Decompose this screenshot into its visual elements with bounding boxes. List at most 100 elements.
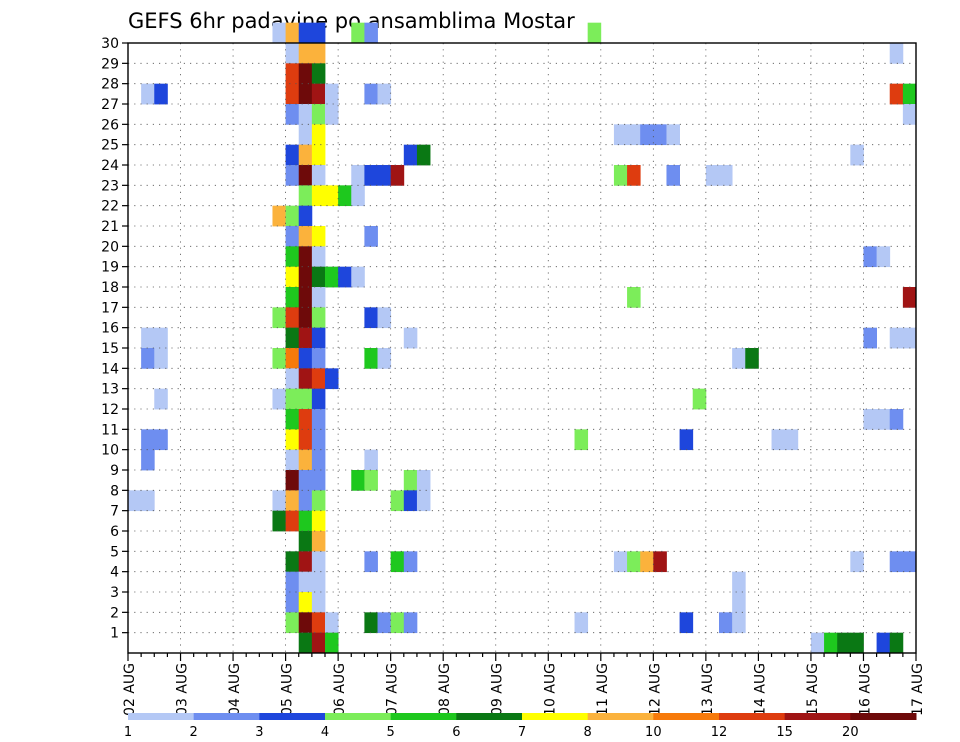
- heatmap-cell: [364, 83, 378, 105]
- colorbar-label: 5: [387, 725, 395, 740]
- heatmap-cell: [613, 165, 628, 186]
- heatmap-cell: [298, 429, 313, 451]
- colorbar-swatch: [587, 713, 654, 720]
- heatmap-cell: [403, 144, 418, 166]
- colorbar-swatch: [784, 713, 851, 720]
- y-tick-label: 26: [101, 117, 119, 133]
- heatmap-cell: [390, 490, 405, 512]
- heatmap-cell: [285, 510, 300, 532]
- heatmap-cell: [154, 327, 168, 349]
- heatmap-cell: [272, 307, 286, 329]
- heatmap-cell: [285, 104, 300, 125]
- heatmap-cell: [325, 632, 339, 654]
- heatmap-cell: [574, 429, 589, 451]
- heatmap-cell: [285, 165, 300, 186]
- heatmap-cell: [141, 327, 155, 349]
- heatmap-cell: [325, 612, 339, 634]
- heatmap-cell: [705, 165, 720, 186]
- y-tick-label: 23: [101, 178, 119, 194]
- heatmap-cell: [272, 490, 286, 512]
- y-tick-label: 17: [101, 300, 119, 316]
- y-tick-label: 20: [101, 239, 119, 255]
- heatmap-cell: [311, 612, 326, 634]
- heatmap-cell: [285, 83, 300, 105]
- heatmap-cell: [325, 266, 339, 288]
- heatmap-cell: [285, 409, 300, 430]
- heatmap-cell: [338, 266, 352, 288]
- heatmap-cell: [416, 144, 431, 166]
- heatmap-cell: [298, 22, 313, 44]
- heatmap-cell: [285, 266, 300, 288]
- y-tick-label: 3: [110, 585, 119, 601]
- heatmap-cell: [351, 165, 365, 186]
- x-tick-label: 02 AUG: [122, 663, 138, 716]
- heatmap-cell: [154, 348, 168, 369]
- y-tick-label: 9: [110, 463, 119, 479]
- y-tick-label: 5: [110, 544, 119, 560]
- heatmap-cell: [824, 632, 838, 654]
- heatmap-cell: [298, 490, 313, 512]
- heatmap-cell: [338, 185, 352, 207]
- heatmap-cell: [285, 388, 300, 410]
- heatmap-cell: [889, 43, 904, 64]
- heatmap-cell: [364, 470, 378, 491]
- heatmap-cell: [640, 551, 654, 573]
- heatmap-cell: [285, 551, 300, 573]
- heatmap-cell: [311, 388, 326, 410]
- heatmap-cell: [850, 551, 864, 573]
- heatmap-cell: [732, 571, 746, 593]
- colorbar-swatch: [653, 713, 720, 720]
- heatmap-cell: [325, 185, 339, 207]
- heatmap-cell: [311, 429, 326, 451]
- heatmap-cell: [377, 612, 392, 634]
- heatmap-cell: [719, 165, 733, 186]
- heatmap-cell: [876, 632, 891, 654]
- colorbar-swatch: [128, 713, 195, 720]
- heatmap-cell: [141, 490, 155, 512]
- heatmap-cell: [364, 307, 378, 329]
- colorbar-label: 7: [518, 725, 526, 740]
- heatmap-cell: [298, 43, 313, 64]
- heatmap-cell: [298, 592, 313, 613]
- heatmap-cell: [154, 83, 168, 105]
- x-tick-label: 08 AUG: [437, 663, 453, 716]
- heatmap-cell: [298, 307, 313, 329]
- y-tick-label: 28: [101, 77, 119, 93]
- heatmap-cell: [298, 83, 313, 105]
- colorbar-label: 1: [124, 725, 132, 740]
- grid-lines: [128, 43, 917, 653]
- heatmap-cell: [128, 490, 142, 512]
- heatmap-cell: [613, 124, 628, 146]
- heatmap-cell: [325, 368, 339, 390]
- x-tick-label: 12 AUG: [647, 663, 663, 716]
- heatmap-cell: [298, 266, 313, 288]
- y-tick-label: 22: [101, 199, 119, 215]
- y-tick-label: 16: [101, 321, 119, 337]
- heatmap-cell: [298, 449, 313, 471]
- heatmap-cell: [272, 510, 286, 532]
- heatmap-cell: [364, 22, 378, 44]
- heatmap-cell: [416, 490, 431, 512]
- heatmap-cell: [311, 22, 326, 44]
- y-tick-label: 7: [110, 504, 119, 520]
- heatmap-cell: [141, 348, 155, 369]
- y-tick-label: 14: [101, 361, 119, 377]
- colorbar-label: 20: [842, 725, 859, 740]
- heatmap-cell: [272, 205, 286, 227]
- heatmap-cell: [653, 551, 667, 573]
- heatmap-cell: [876, 409, 891, 430]
- heatmap-cell: [613, 551, 628, 573]
- heatmap-cell: [390, 612, 405, 634]
- heatmap-cell: [627, 287, 641, 308]
- heatmap-cell: [902, 327, 917, 349]
- heatmap-cell: [364, 449, 378, 471]
- y-tick-label: 13: [101, 382, 119, 398]
- colorbar-swatch: [522, 713, 589, 720]
- heatmap-cell: [311, 307, 326, 329]
- heatmap-cell: [640, 124, 654, 146]
- heatmap-cell: [377, 83, 392, 105]
- heatmap-cell: [403, 551, 418, 573]
- heatmap-cell: [719, 612, 733, 634]
- heatmap-cell: [298, 470, 313, 491]
- y-tick-label: 24: [101, 158, 119, 174]
